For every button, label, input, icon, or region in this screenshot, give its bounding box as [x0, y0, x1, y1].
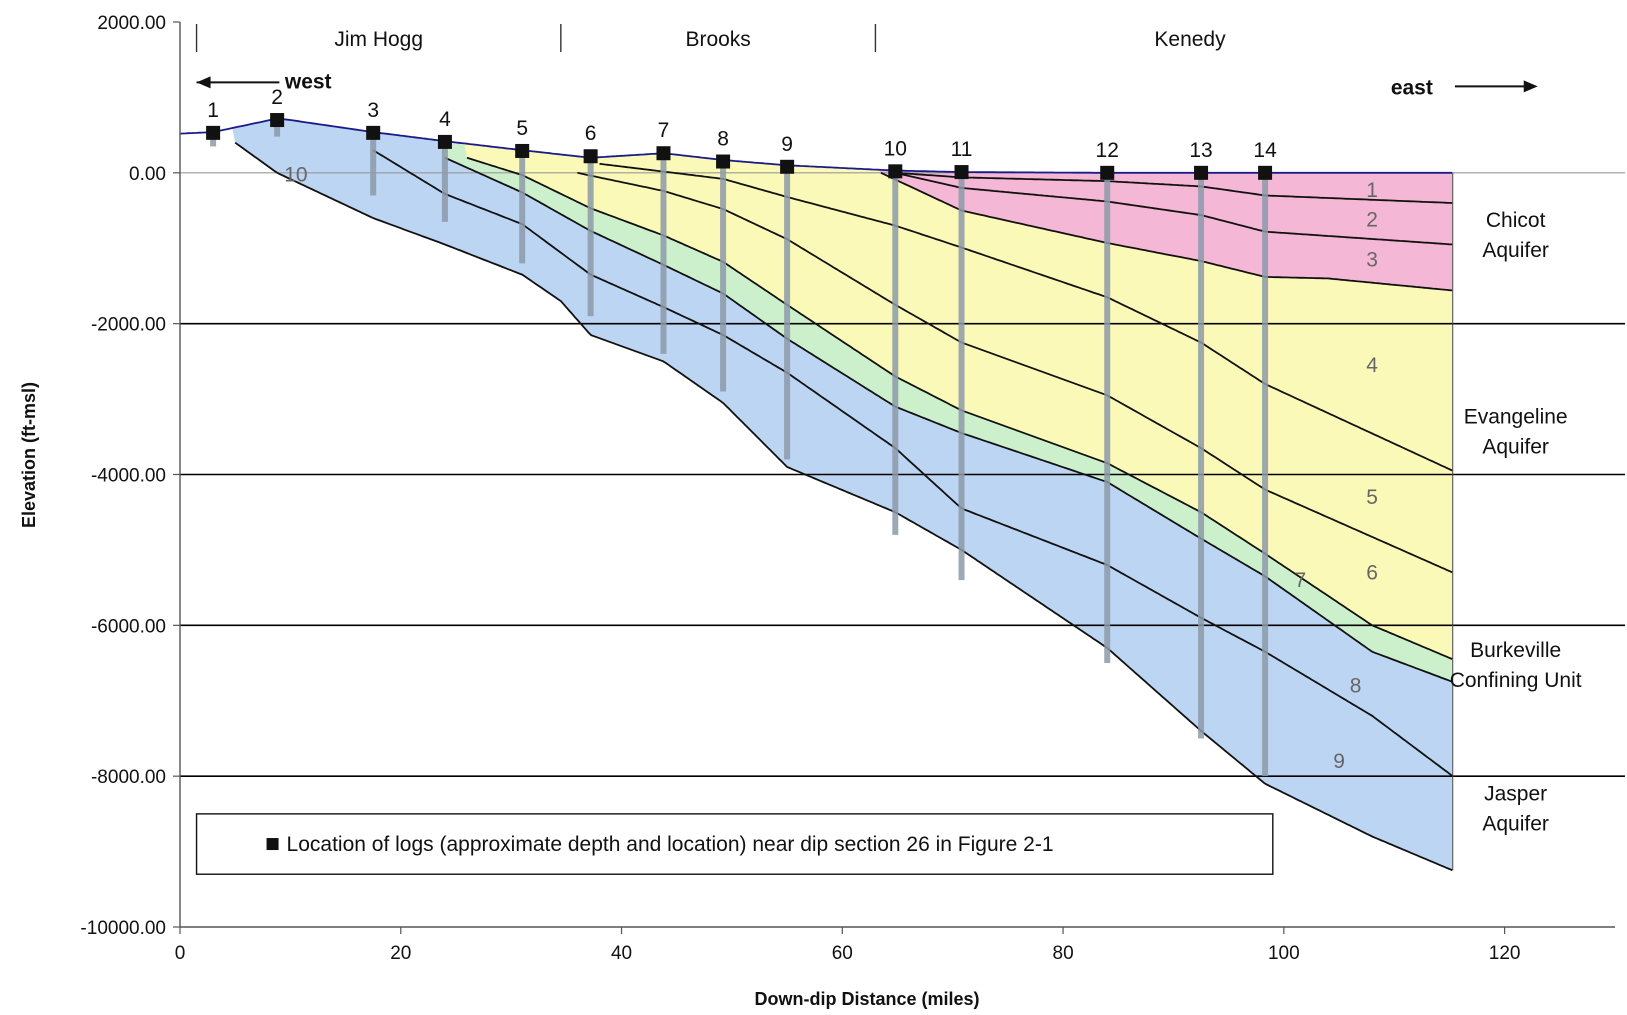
boundary-line-2	[897, 172, 1453, 246]
east-label: east	[1391, 76, 1433, 99]
unit-number: 5	[1366, 486, 1378, 509]
x-tick-label: 80	[1053, 943, 1074, 964]
boundary-line-9	[234, 141, 1453, 872]
unit-number: 4	[1366, 354, 1378, 377]
boundary-line-8	[372, 149, 1453, 777]
log-number: 3	[367, 99, 379, 122]
x-tick-label: 100	[1268, 943, 1300, 964]
log-marker	[716, 154, 731, 169]
log-number: 8	[717, 128, 729, 151]
boundary-line-4	[599, 162, 1453, 472]
aquifer-label-line: Aquifer	[1482, 239, 1549, 262]
log-marker	[954, 165, 969, 180]
log-marker	[1100, 165, 1115, 180]
county-label: Jim Hogg	[334, 28, 423, 51]
log-marker	[656, 146, 671, 161]
aquifer-label-line: Burkeville	[1470, 639, 1561, 662]
y-axis-title: Elevation (ft-msl)	[19, 382, 39, 528]
y-tick-label: -4000.00	[91, 466, 166, 487]
unit-number: 9	[1333, 750, 1345, 773]
east-arrowhead	[1523, 80, 1538, 93]
log-number: 4	[439, 108, 451, 131]
aquifer-labels: Chicot Aquifer Evangeline Aquifer Burkeville…	[1450, 209, 1582, 835]
log-number: 12	[1096, 139, 1119, 162]
aquifer-label-line: Evangeline	[1464, 405, 1568, 428]
unit-number: 3	[1366, 249, 1378, 272]
unit-number: 7	[1295, 569, 1307, 592]
unit-number: 10	[284, 163, 307, 186]
y-tick-label: 2000.00	[97, 13, 166, 34]
log-number: 9	[781, 133, 793, 156]
west-label: west	[284, 70, 332, 93]
log-marker	[270, 113, 285, 128]
y-tick-label: 0.00	[129, 164, 166, 185]
legend-marker-icon	[266, 838, 279, 851]
log-number: 14	[1253, 139, 1277, 162]
x-axis-title: Down-dip Distance (miles)	[754, 989, 979, 1009]
log-number: 2	[271, 86, 283, 109]
unit-labels: 1 2 3 4 5 6 7 8 9 10	[284, 163, 1378, 773]
x-tick-label: 20	[390, 943, 411, 964]
log-number: 5	[516, 117, 528, 140]
x-tick-label: 120	[1489, 943, 1521, 964]
legend: Location of logs (approximate depth and …	[195, 813, 1274, 875]
axis-ticks: 2000.00 0.00 -2000.00 -4000.00 -6000.00 -8000…	[80, 13, 1520, 964]
unit-number: 2	[1366, 209, 1378, 232]
aquifer-label: Jasper Aquifer	[1482, 782, 1549, 835]
x-tick-label: 0	[175, 943, 186, 964]
y-tick-label: -8000.00	[91, 767, 166, 788]
unit-boundaries	[179, 117, 1454, 872]
unit-number: 6	[1366, 562, 1378, 585]
y-tick-label: -2000.00	[91, 315, 166, 336]
log-marker	[206, 125, 221, 140]
aquifer-label: Evangeline Aquifer	[1464, 405, 1568, 458]
aquifer-label-line: Confining Unit	[1450, 669, 1582, 692]
boundary-line-1	[897, 172, 1453, 204]
log-number: 1	[207, 99, 219, 122]
log-marker	[515, 143, 530, 158]
log-marker	[1194, 165, 1209, 180]
log-number: 13	[1189, 139, 1212, 162]
x-tick-label: 60	[832, 943, 853, 964]
aquifer-label-line: Chicot	[1486, 209, 1546, 232]
log-marker	[780, 159, 795, 174]
unit-number: 1	[1366, 179, 1378, 202]
direction-arrows: west east	[196, 70, 1538, 99]
west-arrowhead	[196, 76, 211, 89]
county-labels: Jim Hogg Brooks Kenedy	[195, 24, 1226, 52]
aquifer-label: Chicot Aquifer	[1482, 209, 1549, 262]
aquifer-label: Burkeville Confining Unit	[1450, 639, 1582, 692]
fill-yellow-units-4-6	[180, 118, 1453, 659]
log-number: 11	[951, 138, 973, 161]
log-number: 10	[884, 137, 907, 160]
aquifer-label-line: Aquifer	[1482, 435, 1549, 458]
log-bars	[210, 120, 1269, 777]
log-marker	[888, 164, 903, 179]
surface-line	[179, 117, 1453, 174]
log-marker	[366, 125, 381, 140]
log-marker	[583, 149, 598, 164]
y-tick-label: -6000.00	[91, 616, 166, 637]
county-label: Kenedy	[1154, 28, 1226, 51]
county-label: Brooks	[685, 28, 750, 51]
legend-box	[195, 813, 1274, 875]
aquifer-label-line: Jasper	[1484, 782, 1547, 805]
legend-text: Location of logs (approximate depth and …	[287, 833, 1054, 856]
log-markers: 123 4 5 6 7 8 9 10 11 12 13 14	[206, 86, 1277, 180]
log-number: 6	[585, 122, 597, 145]
y-tick-label: -10000.00	[80, 918, 166, 939]
boundary-line-3	[880, 171, 1453, 292]
unit-number: 8	[1350, 675, 1362, 698]
boundary-line-7	[444, 156, 1453, 683]
x-tick-label: 40	[611, 943, 632, 964]
aquifer-label-line: Aquifer	[1482, 812, 1549, 835]
log-number: 7	[658, 119, 670, 142]
log-marker	[437, 134, 452, 149]
log-marker	[1258, 165, 1273, 180]
